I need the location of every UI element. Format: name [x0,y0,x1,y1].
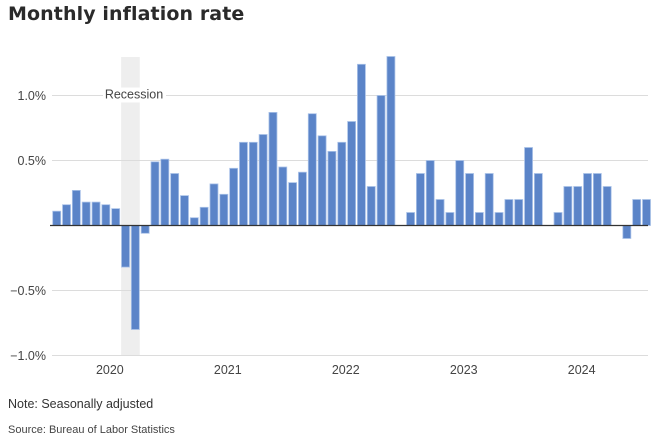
bar [406,212,415,226]
bar [553,212,563,226]
bar [514,199,524,226]
bar [170,173,180,226]
bar [533,173,543,226]
y-tick-label: 0.5% [18,154,47,168]
labels: 1.0% 0.5% −0.5% −1.0% Recession 2020 2021 2022 2… [10,87,596,377]
bar [337,141,347,226]
bar [583,173,592,226]
bar [357,63,366,226]
bar [278,166,288,226]
bar [504,199,514,226]
chart-note: Note: Seasonally adjusted [8,397,154,411]
bar [435,199,445,226]
bar [307,113,317,226]
bar [632,199,642,226]
bar [258,134,268,226]
bar [573,186,583,226]
bar [121,225,130,268]
bar [160,158,170,226]
y-tick-label: −1.0% [10,349,46,363]
bar [150,161,160,226]
chart-title: Monthly inflation rate [8,3,245,25]
bar [416,173,425,226]
bar [219,193,229,226]
chart-source: Source: Bureau of Labor Statistics [8,424,175,436]
bar [91,201,101,226]
bar [376,95,386,226]
x-tick-label: 2022 [332,363,360,377]
bar [386,56,396,226]
bars [52,56,651,330]
bar [642,199,651,226]
bar [229,167,239,226]
x-tick-label: 2021 [214,363,242,377]
x-tick-label: 2020 [96,363,124,377]
bar [62,204,71,226]
bar [239,141,248,226]
bar [592,173,602,226]
bar [199,206,209,226]
bar [248,141,258,226]
bar [524,147,533,226]
bar [180,195,189,226]
bar [71,189,81,226]
recession-label-backing [103,87,166,103]
bar [347,121,357,226]
y-tick-label: −0.5% [10,284,46,298]
bar [563,186,573,226]
y-tick-label: 1.0% [18,89,47,103]
bar [268,112,278,226]
bar [445,212,455,226]
bar [209,183,219,226]
bar [317,135,327,226]
bar [52,210,62,226]
bar [484,173,494,226]
bar [494,212,504,226]
bar [425,160,435,226]
bar [465,173,474,226]
recession-label: Recession [105,88,163,102]
bar [81,201,91,226]
bar [288,182,298,226]
bar [602,186,612,226]
bar [366,186,376,226]
bar [622,225,632,239]
bar [327,150,337,226]
bar [130,225,140,330]
bar [474,212,484,226]
bar [455,160,465,226]
bar [140,225,150,234]
bar [111,208,121,226]
x-tick-label: 2023 [450,363,478,377]
bar [298,171,307,226]
bar [101,204,111,226]
bar [189,217,199,226]
x-tick-label: 2024 [568,363,596,377]
